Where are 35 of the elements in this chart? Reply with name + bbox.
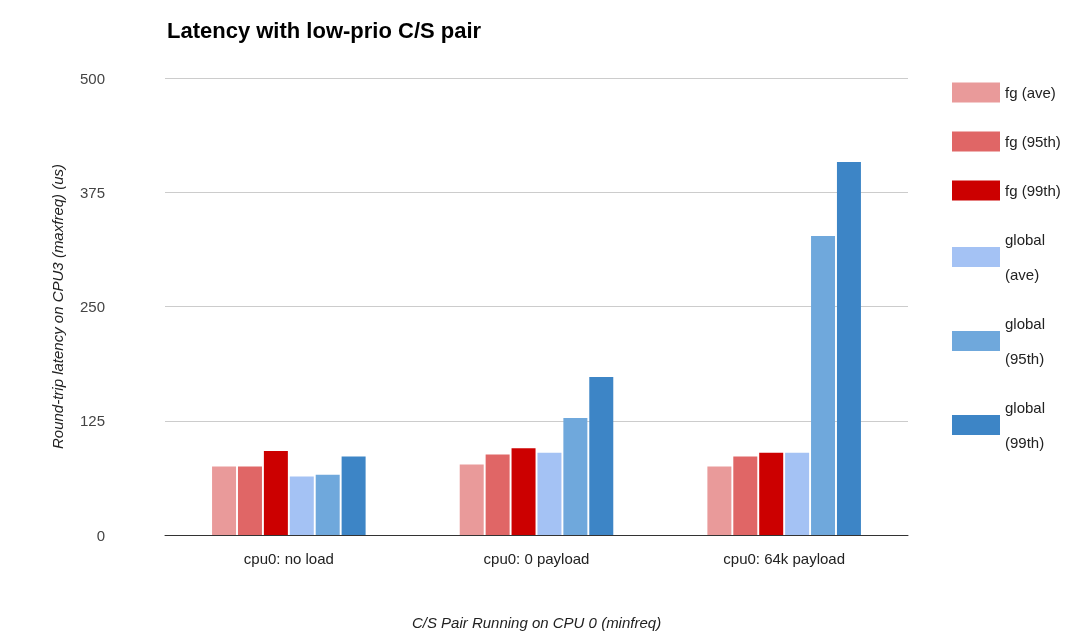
bar bbox=[537, 452, 562, 535]
x-tick-label: cpu0: 0 payload bbox=[483, 550, 590, 567]
bar bbox=[237, 466, 262, 535]
y-axis-title: Round-trip latency on CPU3 (maxfreq) (us) bbox=[49, 163, 66, 450]
bar bbox=[563, 418, 588, 535]
text: global (99th) bbox=[1005, 399, 1046, 451]
bar bbox=[707, 466, 732, 535]
bar bbox=[289, 476, 314, 535]
bar bbox=[759, 452, 784, 535]
bar bbox=[785, 452, 810, 535]
chart-title: Latency with low-prio C/S pair bbox=[167, 17, 482, 43]
bar bbox=[341, 456, 366, 535]
y-tick-label: 250 bbox=[79, 298, 105, 315]
text: global (95th) bbox=[1005, 315, 1046, 367]
y-tick-label: 0 bbox=[96, 526, 105, 544]
legend-label: fg (95th) bbox=[1005, 133, 1061, 150]
x-tick-label: cpu0: 64k payload bbox=[723, 550, 846, 567]
bar bbox=[511, 448, 536, 535]
y-tick-label: 375 bbox=[79, 183, 105, 201]
x-tick-label: cpu0: no load bbox=[243, 550, 334, 567]
legend-label: fg (ave) bbox=[1005, 84, 1056, 101]
bar bbox=[733, 456, 758, 535]
x-axis-title: C/S Pair Running on CPU 0 (minfreq) bbox=[411, 614, 662, 631]
y-tick-label: 125 bbox=[79, 412, 105, 430]
bar bbox=[315, 474, 340, 535]
bar bbox=[811, 236, 836, 535]
y-tick-label: 500 bbox=[79, 69, 105, 87]
text: global (ave) bbox=[1005, 231, 1046, 283]
bar bbox=[263, 450, 288, 535]
bar bbox=[459, 464, 484, 535]
bar bbox=[836, 162, 861, 535]
legend-label: fg (99th) bbox=[1005, 182, 1061, 199]
bar bbox=[212, 466, 237, 535]
bar bbox=[589, 376, 614, 535]
bar bbox=[485, 454, 510, 535]
